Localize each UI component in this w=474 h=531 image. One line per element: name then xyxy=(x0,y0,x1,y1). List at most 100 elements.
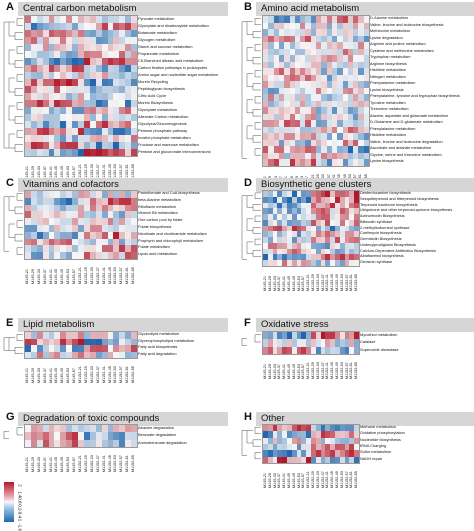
heatmap-cell xyxy=(131,51,137,58)
heatmap-cell xyxy=(306,332,311,340)
heatmap-cell xyxy=(272,196,278,203)
heatmap-cell xyxy=(278,68,285,75)
heatmap-cell xyxy=(30,332,37,339)
heatmap-cell xyxy=(101,23,108,30)
heatmap-cell xyxy=(263,456,268,463)
row-label: Lipoic acid metabolism xyxy=(138,251,178,257)
heatmap-cell xyxy=(320,225,326,232)
heatmap-cell xyxy=(267,254,273,261)
heatmap-cell xyxy=(363,94,369,101)
heatmap-cell xyxy=(48,44,55,51)
heatmap-cell xyxy=(273,133,279,140)
heatmap-cell xyxy=(60,58,67,65)
heatmap-cell xyxy=(60,211,67,219)
heatmap-cell xyxy=(125,107,132,114)
column-label: M145-53 xyxy=(66,368,71,383)
heatmap-cell xyxy=(330,191,335,197)
heatmap-cell xyxy=(311,456,316,463)
heatmap-cell xyxy=(66,351,73,358)
heatmap-cell xyxy=(354,332,359,340)
heatmap-cell xyxy=(278,22,285,30)
row-label: Terpenoid backbone biosynthesis xyxy=(360,201,418,207)
heatmap-cell xyxy=(131,238,137,246)
heatmap-cell xyxy=(273,22,279,30)
heatmap-cell xyxy=(287,202,292,209)
heatmap-cell xyxy=(331,94,338,101)
heatmap-cell xyxy=(347,61,354,69)
heatmap-cell xyxy=(60,218,67,225)
heatmap-cell xyxy=(268,139,274,147)
row-label: Histidine metabolism xyxy=(370,67,406,73)
heatmap-cell xyxy=(42,100,49,107)
heatmap-cell xyxy=(337,120,343,127)
heatmap-cell xyxy=(66,332,73,339)
heatmap-cell xyxy=(95,332,102,339)
heatmap-cell xyxy=(101,204,108,212)
heatmap-cell xyxy=(316,94,322,101)
heatmap-cell xyxy=(291,214,297,220)
column-label: M1152-61 xyxy=(125,455,130,472)
heatmap-cell xyxy=(48,338,55,345)
heatmap-cell xyxy=(347,152,354,160)
row-label: Coelimycin biosynthesis xyxy=(360,230,402,236)
heatmap-cell xyxy=(301,231,307,238)
heatmap-cell xyxy=(30,107,37,114)
heatmap-cell xyxy=(282,242,287,249)
heatmap-cell xyxy=(282,260,287,266)
heatmap-cell xyxy=(95,44,102,51)
heatmap-cell xyxy=(263,231,268,238)
heatmap-cell xyxy=(60,345,67,352)
heatmap-cell xyxy=(315,254,321,261)
row-label: Valine, leucine and isoleucine degradati… xyxy=(370,138,443,144)
row-labels: D-Alanine metabolism Valine, leucine and … xyxy=(370,15,470,165)
heatmap-cell xyxy=(301,450,307,457)
heatmap-cell xyxy=(349,339,355,347)
heatmap-cell xyxy=(320,208,326,215)
heatmap-cell xyxy=(267,431,273,438)
heatmap-cell xyxy=(60,23,67,30)
heatmap-cell xyxy=(301,191,307,197)
heatmap-cell xyxy=(337,87,343,95)
heatmap-cell xyxy=(349,242,355,249)
heatmap-cell xyxy=(119,65,126,72)
heatmap-cell xyxy=(310,42,316,49)
heatmap-cell xyxy=(268,126,274,134)
heatmap-cell xyxy=(54,23,61,30)
heatmap-cell xyxy=(331,35,338,43)
heatmap-cell xyxy=(349,225,355,232)
heatmap-cell xyxy=(287,444,292,451)
heatmap-cell xyxy=(337,81,343,88)
row-label: 2-methylisoborneol synthase xyxy=(360,224,410,230)
heatmap-cell xyxy=(25,65,31,72)
heatmap-cell xyxy=(300,68,306,75)
heatmap-cell xyxy=(42,332,49,339)
heatmap-cell xyxy=(30,79,37,86)
heatmap-cell xyxy=(263,332,268,340)
heatmap-cell xyxy=(36,142,43,149)
heatmap-cell xyxy=(344,425,350,432)
heatmap-cell xyxy=(306,254,311,261)
heatmap-cell xyxy=(89,238,96,246)
heatmap-cell xyxy=(78,44,84,51)
heatmap-cell xyxy=(263,191,268,197)
heatmap-cell xyxy=(287,346,292,354)
heatmap-cell xyxy=(306,339,311,347)
heatmap-cell xyxy=(349,248,355,255)
heatmap-cell xyxy=(119,218,126,225)
heatmap-cell xyxy=(363,159,369,166)
heatmap-cell xyxy=(60,338,67,345)
heatmap-cell xyxy=(36,58,43,65)
heatmap-cell xyxy=(30,231,37,239)
heatmap xyxy=(24,190,138,260)
heatmap-cell xyxy=(301,202,307,209)
heatmap-cell xyxy=(331,87,338,95)
heatmap-cell xyxy=(101,439,108,447)
heatmap-cell xyxy=(101,114,108,121)
heatmap-cell xyxy=(78,23,84,30)
heatmap-cell xyxy=(267,219,273,226)
heatmap-cell xyxy=(289,120,295,127)
heatmap-cell xyxy=(294,133,301,140)
heatmap-cell xyxy=(301,346,307,354)
heatmap-cell xyxy=(107,238,114,246)
heatmap-cell xyxy=(289,35,295,43)
